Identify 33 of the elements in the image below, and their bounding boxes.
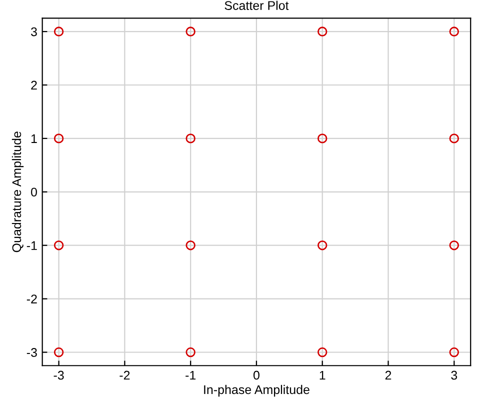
point bbox=[54, 240, 64, 250]
x-tick-label: 2 bbox=[385, 370, 392, 380]
y-tick-label: -3 bbox=[26, 348, 37, 357]
point bbox=[449, 26, 459, 36]
point bbox=[54, 134, 64, 144]
point bbox=[318, 347, 328, 358]
point bbox=[318, 26, 328, 36]
point bbox=[449, 134, 459, 144]
y-tick-label: 0 bbox=[31, 188, 37, 197]
x-tick-label: -1 bbox=[186, 370, 196, 380]
point bbox=[186, 240, 196, 250]
y-tick-label: 2 bbox=[31, 80, 37, 90]
x-tick-label: -2 bbox=[120, 370, 130, 380]
point bbox=[186, 347, 196, 358]
x-tick-label: 3 bbox=[451, 370, 458, 380]
y-tick-label: 3 bbox=[30, 27, 37, 36]
point bbox=[318, 134, 328, 144]
point bbox=[449, 347, 459, 358]
point bbox=[318, 240, 328, 250]
y-tick-label: -1 bbox=[26, 241, 37, 250]
point bbox=[186, 26, 196, 36]
chart-title: Scatter Plot bbox=[224, 0, 289, 10]
x-tick-label: -3 bbox=[54, 370, 64, 380]
point bbox=[54, 26, 64, 36]
x-axis-title: In-phase Amplitude bbox=[204, 384, 310, 397]
y-tick-label: 1 bbox=[31, 134, 37, 143]
x-tick-label: 1 bbox=[320, 370, 326, 380]
point bbox=[186, 134, 196, 144]
x-tick-label: 0 bbox=[253, 370, 260, 380]
point bbox=[54, 347, 64, 358]
y-tick-label: -2 bbox=[26, 294, 37, 304]
y-axis-title: Quadrature Amplitude bbox=[12, 132, 24, 252]
point bbox=[449, 240, 459, 250]
